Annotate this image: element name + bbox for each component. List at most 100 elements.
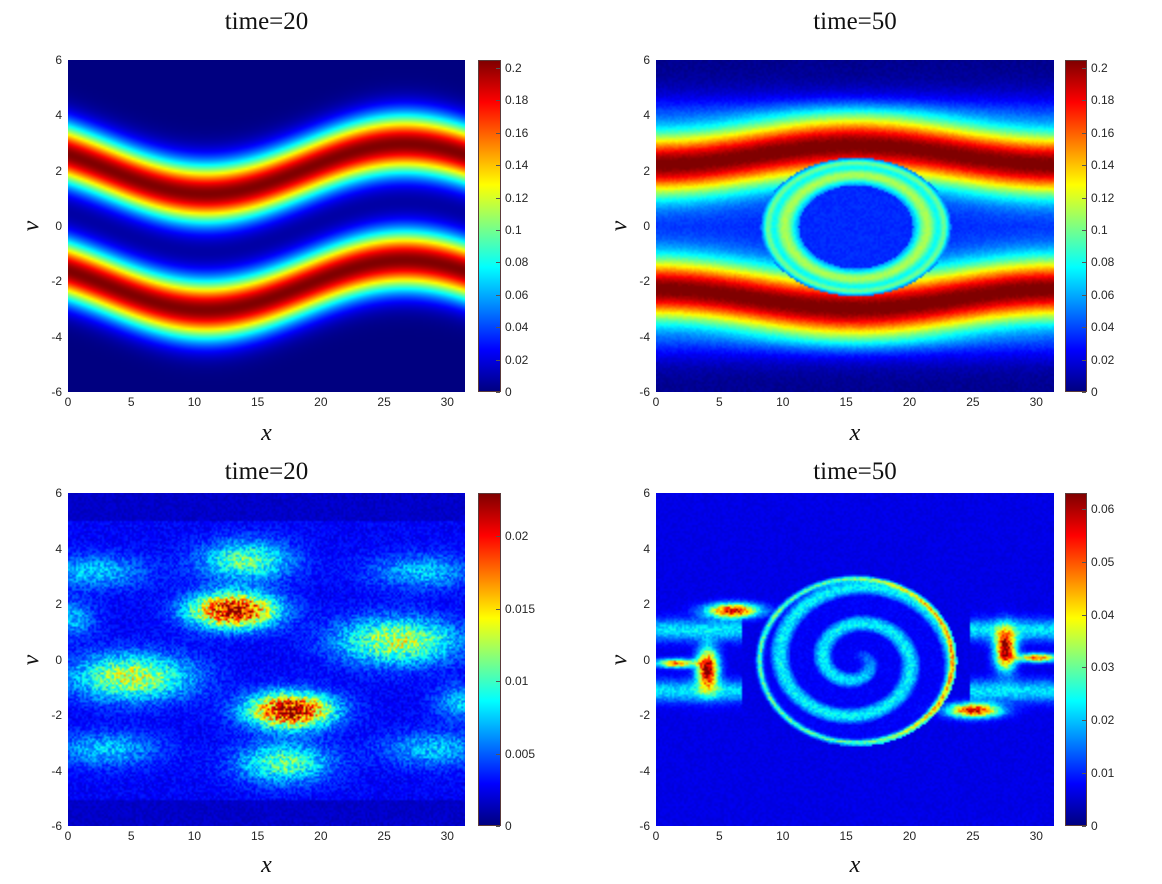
- colorbar-tick-mark: [496, 197, 500, 199]
- colorbar-tick-label: 0.05: [1091, 554, 1115, 569]
- colorbar: [478, 60, 501, 392]
- colorbar-tick-mark: [496, 608, 500, 610]
- x-tick-label: 15: [839, 829, 853, 843]
- colorbar-tick-mark: [496, 165, 500, 167]
- heatmap-area: [656, 60, 1054, 392]
- colorbar-tick-label: 0.1: [505, 223, 522, 238]
- x-tick-label: 25: [966, 829, 980, 843]
- x-tick-label: 15: [250, 829, 265, 843]
- x-tick-label: 5: [127, 829, 135, 843]
- colorbar-tick-label: 0.16: [505, 125, 529, 140]
- colorbar-tick-label: 0.02: [505, 352, 529, 367]
- colorbar-tick-mark: [1082, 359, 1086, 361]
- colorbar-tick-mark: [1082, 294, 1086, 296]
- y-tick-label: 0: [643, 652, 650, 667]
- colorbar-tick-mark: [496, 230, 500, 232]
- colorbar-tick-mark: [496, 392, 500, 393]
- colorbar-tick-mark: [496, 294, 500, 296]
- x-tick-label: 20: [314, 829, 328, 843]
- colorbar-tick-mark: [1082, 720, 1086, 722]
- y-tick-label: -2: [639, 274, 650, 289]
- heatmap-canvas: [68, 493, 465, 826]
- x-tick-label: 30: [1029, 395, 1043, 409]
- colorbar-tick-label: 0: [505, 385, 512, 399]
- y-tick-label: 2: [55, 163, 62, 178]
- colorbar-tick-label: 0.01: [505, 674, 529, 689]
- y-tick-label: 4: [55, 541, 62, 556]
- colorbar-tick-label: 0.12: [1091, 190, 1115, 205]
- colorbar-tick-label: 0.18: [1091, 93, 1115, 108]
- y-tick-label: -2: [51, 708, 62, 722]
- colorbar-tick-mark: [496, 262, 500, 264]
- colorbar-tick-mark: [1082, 327, 1086, 329]
- y-axis-label: v: [606, 220, 633, 232]
- y-tick-label: -6: [51, 819, 62, 833]
- y-tick-label: -4: [639, 329, 650, 344]
- x-axis-label: x: [849, 420, 861, 446]
- y-tick-label: -6: [639, 385, 650, 399]
- colorbar-tick-mark: [496, 536, 500, 538]
- colorbar-tick-label: 0.06: [1091, 287, 1115, 302]
- heatmap-area: [68, 60, 465, 392]
- colorbar-tick-label: 0.2: [505, 61, 522, 76]
- colorbar-tick-mark: [496, 68, 500, 70]
- x-tick-label: 25: [966, 395, 980, 409]
- colorbar-tick-label: 0.14: [505, 158, 529, 173]
- y-tick-label: 4: [643, 541, 650, 556]
- colorbar-tick-label: 0.06: [1091, 501, 1115, 516]
- colorbar-tick-label: 0.14: [1091, 158, 1115, 173]
- colorbar: [1065, 493, 1087, 826]
- y-axis-label: v: [18, 654, 45, 665]
- y-tick-label: 2: [55, 597, 62, 611]
- colorbar-tick-mark: [1082, 132, 1086, 134]
- heatmap-canvas: [68, 60, 465, 392]
- y-tick-label: 6: [643, 53, 650, 67]
- y-tick-label: -4: [51, 763, 62, 778]
- x-tick-label: 15: [839, 395, 853, 409]
- x-tick-label: 30: [440, 829, 454, 843]
- colorbar-tick-label: 0.18: [505, 93, 529, 108]
- colorbar: [1065, 60, 1087, 392]
- colorbar-tick-label: 0.02: [1091, 352, 1115, 367]
- colorbar-tick-label: 0.005: [505, 746, 536, 761]
- colorbar-tick-mark: [1082, 614, 1086, 616]
- colorbar-tick-mark: [1082, 508, 1086, 510]
- colorbar-tick-mark: [496, 327, 500, 329]
- y-tick-label: -2: [639, 708, 650, 722]
- colorbar-tick-mark: [1082, 100, 1086, 102]
- subplot-title: time=20: [224, 458, 309, 485]
- x-axis-label: x: [261, 852, 272, 878]
- colorbar-tick-mark: [1082, 826, 1086, 827]
- x-tick-label: 0: [652, 395, 660, 409]
- subplot-title: time=50: [813, 458, 897, 485]
- x-tick-label: 10: [187, 395, 202, 409]
- heatmap-area: [68, 493, 465, 826]
- colorbar-tick-label: 0.16: [1091, 125, 1115, 140]
- x-tick-label: 15: [250, 395, 265, 409]
- x-tick-label: 0: [64, 829, 72, 843]
- colorbar-tick-mark: [1082, 230, 1086, 232]
- colorbar-tick-mark: [1082, 68, 1086, 70]
- y-tick-label: -6: [51, 385, 62, 399]
- y-tick-label: 2: [643, 597, 650, 611]
- x-tick-label: 0: [64, 395, 72, 409]
- x-axis-label: x: [849, 852, 861, 878]
- y-tick-label: 6: [55, 486, 62, 500]
- y-tick-label: 2: [643, 163, 650, 178]
- x-tick-label: 10: [776, 395, 790, 409]
- colorbar-tick-mark: [496, 100, 500, 102]
- colorbar-tick-mark: [1082, 197, 1086, 199]
- x-axis-label: x: [261, 420, 272, 446]
- x-tick-label: 10: [776, 829, 790, 843]
- colorbar-tick-label: 0.12: [505, 190, 529, 205]
- y-tick-label: -2: [51, 274, 62, 289]
- colorbar-tick-mark: [1082, 392, 1086, 393]
- colorbar-tick-mark: [1082, 262, 1086, 264]
- colorbar-tick-label: 0.08: [505, 255, 529, 270]
- y-tick-label: 0: [55, 652, 62, 667]
- colorbar-tick-label: 0.04: [1091, 607, 1115, 622]
- colorbar-tick-label: 0: [1091, 819, 1098, 833]
- x-tick-label: 20: [902, 829, 917, 843]
- y-tick-label: 0: [55, 219, 62, 233]
- colorbar-tick-mark: [496, 132, 500, 134]
